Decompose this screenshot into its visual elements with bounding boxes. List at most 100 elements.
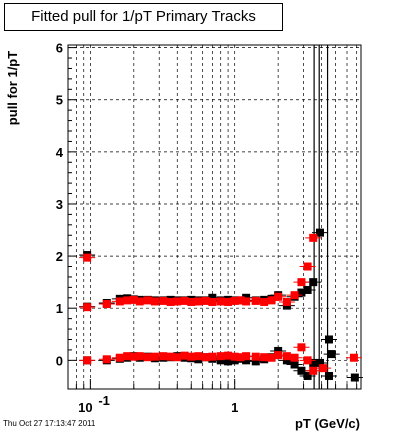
black-marker — [274, 346, 283, 355]
x-tick-label: 1 — [231, 400, 238, 415]
red-marker — [187, 352, 196, 361]
black-marker — [327, 350, 336, 359]
black-marker — [303, 285, 312, 294]
red-marker — [166, 297, 175, 306]
black-marker — [350, 373, 359, 382]
black-marker — [316, 358, 325, 367]
red-marker — [83, 303, 92, 312]
black-marker — [324, 371, 333, 380]
red-marker — [242, 352, 251, 361]
red-marker — [150, 352, 159, 361]
y-tick-label: 4 — [56, 145, 64, 160]
x-tick-label: 10 — [78, 400, 92, 415]
black-marker — [316, 228, 325, 237]
red-marker — [115, 353, 124, 362]
red-marker — [135, 352, 144, 361]
black-marker — [290, 360, 299, 369]
red-marker — [143, 353, 152, 362]
black-marker — [282, 356, 291, 365]
red-marker — [290, 353, 299, 362]
red-marker — [102, 300, 111, 309]
tick-labels-layer: 0 1 2 3 4 5 6 10 -1 1 — [56, 41, 239, 415]
red-marker — [267, 296, 276, 305]
y-tick-label: 0 — [56, 353, 63, 368]
vertical-lines-layer — [313, 45, 329, 389]
black-marker — [297, 366, 306, 375]
red-marker — [150, 297, 159, 306]
red-marker — [274, 292, 283, 301]
red-marker — [230, 352, 239, 361]
red-marker — [230, 296, 239, 305]
black-marker — [208, 293, 217, 302]
black-marker — [303, 371, 312, 380]
red-marker — [242, 297, 251, 306]
black-marker — [242, 356, 251, 365]
red-marker — [194, 352, 203, 361]
red-marker — [135, 297, 144, 306]
red-marker — [282, 352, 291, 361]
red-marker — [173, 353, 182, 362]
red-marker — [129, 352, 138, 361]
red-marker — [216, 297, 225, 306]
axes-layer — [67, 44, 362, 390]
red-marker — [201, 296, 210, 305]
black-marker — [324, 335, 333, 344]
red-marker — [251, 296, 260, 305]
red-marker — [173, 297, 182, 306]
red-marker — [260, 297, 269, 306]
y-tick-label: 2 — [56, 249, 63, 264]
y-tick-label: 1 — [56, 301, 63, 316]
red-marker — [83, 356, 92, 365]
red-marker — [260, 353, 269, 362]
red-marker — [274, 351, 283, 360]
points-layer — [79, 228, 363, 382]
red-marker — [309, 366, 318, 375]
chart-title: Fitted pull for 1/pT Primary Tracks — [4, 3, 283, 31]
red-marker — [123, 296, 132, 305]
grid-layer — [68, 45, 361, 389]
red-marker — [208, 297, 217, 306]
red-marker — [319, 364, 328, 373]
red-marker — [102, 355, 111, 364]
red-marker — [123, 352, 132, 361]
red-marker — [282, 297, 291, 306]
y-axis-title: pull for 1/pT — [5, 51, 20, 125]
red-marker — [267, 353, 276, 362]
red-marker — [180, 296, 189, 305]
red-marker — [129, 295, 138, 304]
black-marker — [224, 357, 233, 366]
red-marker — [236, 353, 245, 362]
red-marker — [297, 343, 306, 352]
y-tick-label: 6 — [56, 41, 63, 56]
y-tick-label: 3 — [56, 197, 63, 212]
black-marker — [297, 288, 306, 297]
y-tick-label: 5 — [56, 93, 63, 108]
red-marker — [187, 297, 196, 306]
red-marker — [159, 352, 168, 361]
x-tick-exponent: -1 — [98, 393, 110, 408]
red-marker — [251, 352, 260, 361]
red-marker — [349, 353, 358, 362]
timestamp: Thu Oct 27 17:13:47 2011 — [3, 419, 96, 428]
red-marker — [194, 297, 203, 306]
red-marker — [166, 352, 175, 361]
red-marker — [180, 351, 189, 360]
red-marker — [201, 353, 210, 362]
red-marker — [303, 262, 312, 271]
red-marker — [303, 356, 312, 365]
red-marker — [290, 291, 299, 300]
red-marker — [83, 253, 92, 262]
x-axis-title: pT (GeV/c) — [295, 416, 360, 431]
black-marker — [251, 357, 260, 366]
red-marker — [309, 233, 318, 242]
red-marker — [216, 352, 225, 361]
red-marker — [115, 297, 124, 306]
red-marker — [224, 297, 233, 306]
red-marker — [143, 296, 152, 305]
black-marker — [216, 356, 225, 365]
red-marker — [224, 351, 233, 360]
red-marker — [297, 278, 306, 287]
plot-frame — [67, 44, 362, 390]
red-marker — [236, 296, 245, 305]
